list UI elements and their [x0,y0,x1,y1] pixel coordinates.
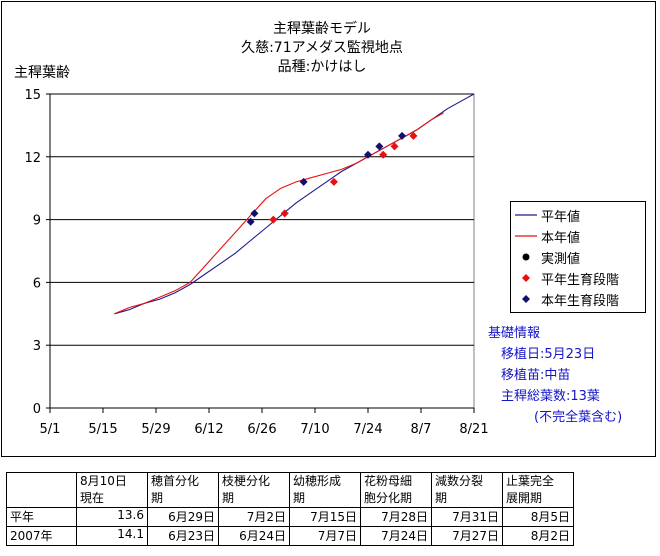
growth-stage-table: 8月10日 現在 穂首分化 期 枝梗分化 期 幼穂形成 期 花粉母細 胞分化期 … [6,472,574,546]
table-header-row: 8月10日 現在 穂首分化 期 枝梗分化 期 幼穂形成 期 花粉母細 胞分化期 … [6,472,574,508]
data-point [250,209,259,218]
chart-plot: 0 3 6 9 12 15 5/1 5/15 5/29 6/12 6/26 7/10 7/24 8/7 8/… [24,88,488,437]
legend-circle-swatch [522,253,530,261]
legend-label: 実測値 [541,252,581,267]
x-tick-label: 7/24 [353,422,382,437]
legend-diamond-swatch [522,295,530,303]
info-total-leaves: 主稈総葉数:13葉 [501,389,600,404]
data-point [280,209,289,218]
legend-line-swatch [515,214,537,216]
legend-item: 本年値 [511,226,645,246]
data-point [246,217,255,226]
y-tick-label: 6 [33,276,41,291]
x-tick-label: 6/26 [247,422,276,437]
x-tick-label: 5/15 [88,422,117,437]
data-point [329,177,338,186]
table-cell: 7月7日 [289,526,361,546]
legend-line-swatch [515,235,537,237]
data-point [375,142,384,151]
y-tick-label: 0 [33,402,41,417]
table-cell: 8月2日 [502,526,574,546]
info-seedling-type: 移植苗:中苗 [501,368,571,383]
y-tick-label: 9 [33,214,41,229]
table-header-cell: 止葉完全 展開期 [502,472,574,508]
legend: 平年値 本年値 実測値 平年生育段階 本年生育段階 [510,201,646,313]
x-tick-label: 6/12 [194,422,223,437]
x-tick-label: 8/21 [459,422,488,437]
x-tick-label: 5/1 [40,422,61,437]
data-point [379,150,388,159]
table-cell: 6月23日 [147,526,219,546]
legend-item: 平年値 [511,205,645,225]
legend-label: 本年値 [541,231,581,246]
table-cell: 7月28日 [360,507,432,527]
table-header-cell: 穂首分化 期 [147,472,219,508]
chart-title-line-3: 品種:かけはし [277,59,367,75]
table-header-cell: 8月10日 現在 [76,472,148,508]
table-cell: 7月31日 [431,507,503,527]
info-note: (不完全葉含む) [534,410,623,425]
y-axis-label: 主稈葉齢 [14,65,70,81]
table-cell: 8月5日 [502,507,574,527]
y-tick-label: 15 [24,88,41,103]
table-cell: 6月29日 [147,507,219,527]
table-cell: 7月27日 [431,526,503,546]
legend-label: 本年生育段階 [541,294,620,309]
chart-title-line-1: 主稈葉齢モデル [273,21,371,37]
legend-item: 平年生育段階 [511,268,645,288]
y-tick-label: 3 [33,339,41,354]
legend-label: 平年生育段階 [541,273,620,288]
table-row: 2007年 14.1 6月23日 6月24日 7月7日 7月24日 7月27日 … [6,526,574,546]
series-line [114,112,444,315]
data-point [409,131,418,140]
data-point [398,131,407,140]
table-row: 平年 13.6 6月29日 7月2日 7月15日 7月28日 7月31日 8月5… [6,507,574,527]
data-point [299,177,308,186]
data-point [390,142,399,151]
legend-item: 本年生育段階 [511,289,645,309]
chart-title-line-2: 久慈:71アメダス監視地点 [241,40,403,56]
chart-frame: 0 3 6 9 12 15 5/1 5/15 5/29 6/12 6/26 7/10 7/24 8/7 8/… [1,1,656,457]
table-header-cell [6,472,77,508]
y-tick-label: 12 [24,151,41,166]
table-cell: 7月15日 [289,507,361,527]
table-cell: 14.1 [76,526,148,546]
table-cell: 6月24日 [218,526,290,546]
table-cell: 7月2日 [218,507,290,527]
table-header-cell: 減数分裂 期 [431,472,503,508]
legend-label: 平年値 [541,210,581,225]
table-cell: 13.6 [76,507,148,527]
basic-info: 基礎情報 移植日:5月23日 移植苗:中苗 主稈総葉数:13葉 (不完全葉含む) [488,323,622,428]
row-label-cell: 平年 [6,507,77,527]
row-label-cell: 2007年 [6,526,77,546]
table-header-cell: 枝梗分化 期 [218,472,290,508]
table-cell: 7月24日 [360,526,432,546]
info-transplant-date: 移植日:5月23日 [501,347,596,362]
table-header-cell: 花粉母細 胞分化期 [360,472,432,508]
legend-item: 実測値 [511,247,645,267]
plot-area [49,93,475,409]
info-heading: 基礎情報 [488,326,541,341]
data-point [364,150,372,159]
data-point [269,215,278,224]
table-header-cell: 幼穂形成 期 [289,472,361,508]
x-tick-label: 5/29 [141,422,170,437]
legend-diamond-swatch [522,274,530,282]
x-tick-label: 8/7 [411,422,432,437]
x-tick-label: 7/10 [300,422,329,437]
